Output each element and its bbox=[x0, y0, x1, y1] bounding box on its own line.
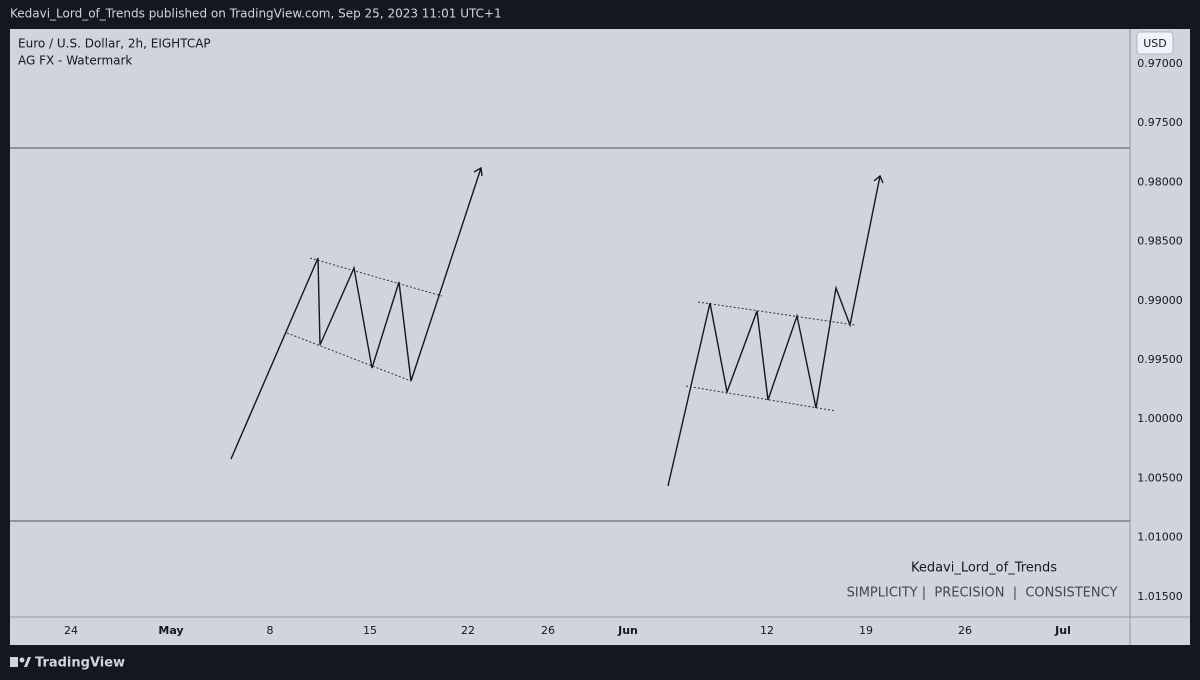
footer-brand: TradingView bbox=[35, 656, 125, 671]
drawings bbox=[230, 166, 884, 487]
price-tick-label: 0.97000 bbox=[1137, 57, 1183, 70]
watermark-name: Kedavi_Lord_of_Trends bbox=[911, 561, 1057, 576]
price-tick-label: 1.01000 bbox=[1137, 531, 1183, 544]
time-tick-label: Jul bbox=[1054, 624, 1071, 637]
channel-line bbox=[309, 257, 443, 297]
tv-logo bbox=[10, 657, 31, 667]
price-tick-label: 1.00500 bbox=[1137, 471, 1183, 484]
time-tick-label: 15 bbox=[363, 624, 377, 637]
time-tick-label: May bbox=[158, 624, 183, 637]
time-tick-label: 26 bbox=[958, 624, 972, 637]
logo-mark bbox=[19, 657, 25, 663]
time-tick-label: Jun bbox=[617, 624, 638, 637]
logo-mark bbox=[10, 657, 18, 667]
time-tick-label: 24 bbox=[64, 624, 78, 637]
arrow-head bbox=[873, 174, 884, 184]
indicator-title: AG FX - Watermark bbox=[18, 54, 132, 68]
price-tick-label: 0.97500 bbox=[1137, 116, 1183, 129]
currency-label[interactable]: USD bbox=[1143, 37, 1167, 50]
time-tick-label: 12 bbox=[760, 624, 774, 637]
logo-mark bbox=[24, 657, 31, 667]
watermark-tagline: SIMPLICITY | PRECISION | CONSISTENCY bbox=[847, 586, 1118, 601]
time-tick-label: 22 bbox=[461, 624, 475, 637]
arrow-head bbox=[473, 166, 483, 177]
channel-line bbox=[697, 301, 856, 326]
price-tick-label: 0.98000 bbox=[1137, 175, 1183, 188]
price-tick-label: 0.98500 bbox=[1137, 235, 1183, 248]
price-tick-label: 0.99000 bbox=[1137, 294, 1183, 307]
flag-path bbox=[230, 167, 482, 460]
time-tick-label: 19 bbox=[859, 624, 873, 637]
flag-path bbox=[667, 175, 881, 487]
symbol-title: Euro / U.S. Dollar, 2h, EIGHTCAP bbox=[18, 37, 211, 51]
price-tick-label: 1.01500 bbox=[1137, 590, 1183, 603]
price-tick-label: 0.99500 bbox=[1137, 353, 1183, 366]
publish-header: Kedavi_Lord_of_Trends published on Tradi… bbox=[10, 7, 502, 21]
currency-button[interactable] bbox=[1136, 31, 1174, 55]
chart-pane bbox=[10, 29, 1190, 645]
time-tick-label: 8 bbox=[267, 624, 274, 637]
time-tick-label: 26 bbox=[541, 624, 555, 637]
channel-line bbox=[685, 385, 837, 412]
price-tick-label: 1.00000 bbox=[1137, 412, 1183, 425]
